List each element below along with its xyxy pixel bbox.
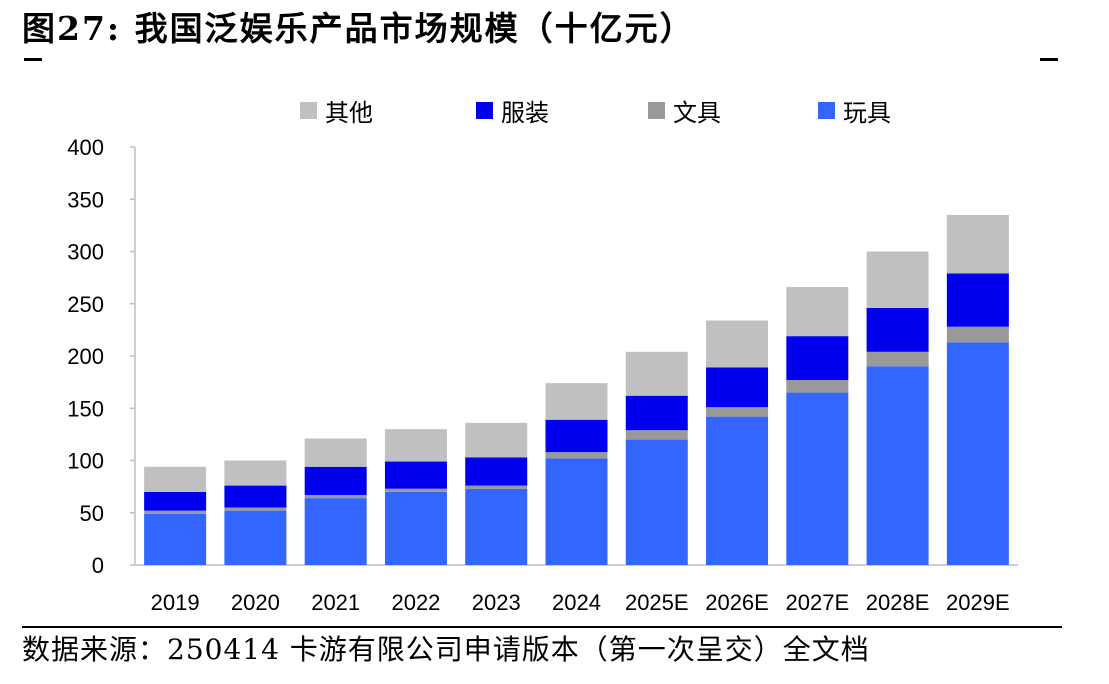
y-tick-label: 400 (67, 135, 104, 160)
legend-label-apparel: 服装 (501, 98, 549, 127)
y-tick-label: 150 (67, 396, 104, 421)
bar-segment (866, 307, 929, 352)
legend-item-stationery: 文具 (648, 92, 721, 128)
y-tick-label: 200 (67, 344, 104, 369)
bar-segment (946, 214, 1009, 274)
stacked-bar-chart: 0 50 100 150 200 250 300 350 400 2019 2020 2021 2022… (67, 135, 1018, 615)
bar-segment (144, 466, 207, 492)
bar-segment (866, 366, 929, 565)
bar-segment (545, 419, 608, 453)
bar-segment (706, 320, 769, 368)
y-tick-label: 50 (80, 501, 104, 526)
bar-segment (304, 494, 367, 499)
legend-item-toys: 玩具 (818, 92, 891, 128)
x-tick-label: 2024 (552, 590, 601, 615)
x-tick-label: 2027E (786, 590, 850, 615)
x-tick-label: 2026E (705, 590, 769, 615)
x-tick-label: 2023 (472, 590, 521, 615)
bar-segment (625, 439, 688, 565)
bar-segment (625, 395, 688, 431)
y-tick-label: 100 (67, 449, 104, 474)
legend-swatch-toys (818, 101, 835, 119)
legend-label-toys: 玩具 (843, 98, 891, 127)
chart-legend: 其他 服装 文具 玩具 (300, 92, 940, 128)
legend-label-stationery: 文具 (673, 98, 721, 127)
bar-segment (304, 438, 367, 467)
bar-segment (144, 510, 207, 514)
y-tick-label: 250 (67, 292, 104, 317)
bar-segment (384, 488, 447, 492)
legend-item-other: 其他 (300, 92, 373, 128)
bar-segment (465, 488, 528, 565)
bar-segment (384, 491, 447, 565)
x-tick-label: 2028E (866, 590, 930, 615)
bar-segment (706, 407, 769, 417)
chart-title: 图27: 我国泛娱乐产品市场规模（十亿元） (22, 9, 695, 48)
bar-segment (545, 452, 608, 459)
legend-label-other: 其他 (325, 98, 373, 127)
bar-segment (144, 491, 207, 511)
x-tick-label: 2019 (151, 590, 200, 615)
bar-segment (465, 457, 528, 486)
x-tick-label: 2021 (311, 590, 360, 615)
legend-swatch-apparel (476, 101, 493, 119)
bar-segment (304, 498, 367, 565)
bar-segment (786, 380, 849, 393)
bar-segment (465, 485, 528, 489)
title-rule-left (24, 58, 42, 61)
bar-segment (384, 461, 447, 489)
bar-segment (224, 510, 287, 565)
bar-segment (946, 342, 1009, 565)
y-tick-label: 350 (67, 187, 104, 212)
bar-segment (224, 485, 287, 508)
bar-segment (224, 507, 287, 511)
bar-segment (144, 513, 207, 565)
x-tick-label: 2022 (391, 590, 440, 615)
bar-segment (866, 251, 929, 308)
source-note: 数据来源：250414 卡游有限公司申请版本（第一次呈交）全文档 (22, 633, 870, 666)
x-tick-label: 2025E (625, 590, 689, 615)
bar-segment (224, 460, 287, 486)
bar-segment (384, 429, 447, 462)
bar-segment (706, 416, 769, 565)
x-tick-label: 2029E (946, 590, 1010, 615)
bar-segment (786, 392, 849, 565)
y-tick-label: 0 (92, 553, 104, 578)
y-tick-label: 300 (67, 240, 104, 265)
bar-segment (786, 287, 849, 337)
bar-segment (706, 367, 769, 408)
bar-segment (625, 430, 688, 440)
bar-segment (304, 466, 367, 495)
bar-segment (946, 326, 1009, 343)
legend-swatch-other (300, 101, 317, 119)
bar-segment (465, 422, 528, 458)
bar-segment (946, 273, 1009, 327)
legend-item-apparel: 服装 (476, 92, 549, 128)
title-rule-right (1040, 58, 1058, 61)
bar-segment (545, 458, 608, 565)
source-rule (22, 626, 1062, 628)
bar-segment (625, 351, 688, 396)
bar-segment (866, 351, 929, 367)
x-tick-label: 2020 (231, 590, 280, 615)
bar-segment (545, 383, 608, 420)
bar-segment (786, 336, 849, 381)
legend-swatch-stationery (648, 101, 665, 119)
